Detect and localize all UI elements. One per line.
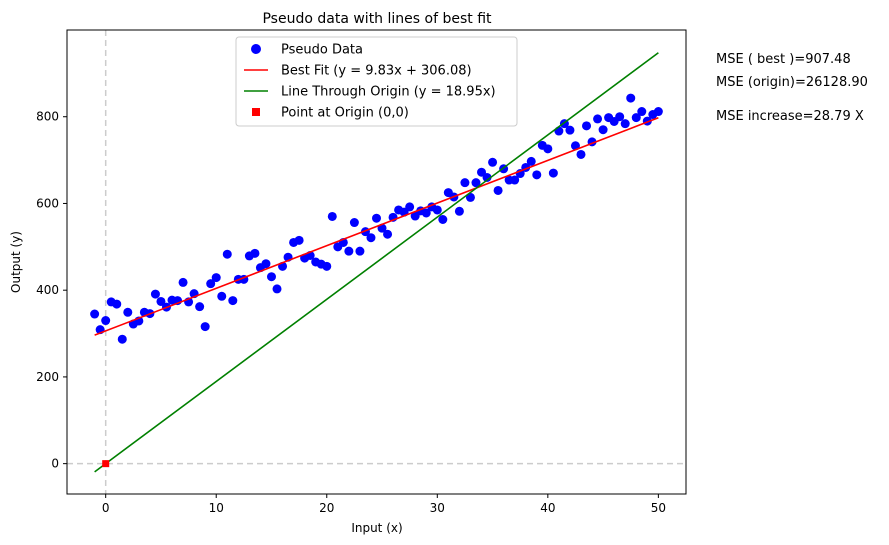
legend-marker-square [252, 108, 260, 116]
mse-increase-label: MSE increase=28.79 X [716, 109, 864, 124]
plot-area [67, 30, 686, 494]
best-fit-line [94, 117, 659, 336]
data-point [471, 178, 481, 188]
data-point [421, 208, 431, 218]
plot-frame [66, 29, 687, 495]
data-point [482, 172, 492, 182]
data-point [598, 125, 608, 135]
legend-frame [235, 36, 518, 127]
x-tick-label: 0 [102, 501, 110, 515]
axis-ticks: 0 10 20 30 40 50 0 200 400 600 800 [36, 110, 666, 515]
data-point [543, 144, 553, 154]
x-tick-label: 20 [319, 501, 334, 515]
data-point [637, 107, 647, 117]
data-point [266, 272, 276, 282]
data-point [211, 273, 221, 283]
mse-best-label: MSE ( best )=907.48 [716, 52, 851, 67]
data-point [228, 296, 238, 306]
data-point [554, 126, 564, 136]
data-point [576, 149, 586, 159]
data-point [626, 93, 636, 103]
legend: Pseudo Data Best Fit (y = 9.83x + 306.08)… [235, 36, 518, 127]
x-axis-label: Input (x) [351, 521, 402, 535]
data-point [653, 107, 663, 117]
x-tick-label: 30 [430, 501, 445, 515]
data-point [383, 229, 393, 239]
y-tick-label: 400 [36, 283, 59, 297]
data-point [582, 121, 592, 131]
y-tick-label: 600 [36, 196, 59, 210]
data-point [272, 284, 282, 294]
data-point [510, 175, 520, 185]
y-tick-label: 0 [51, 457, 59, 471]
data-point [200, 322, 210, 332]
data-point [195, 302, 205, 312]
data-point [123, 307, 133, 317]
origin-marker [102, 460, 110, 468]
data-point [454, 206, 464, 216]
data-point [366, 233, 376, 243]
data-point [565, 125, 575, 135]
origin-fit-line [94, 52, 659, 473]
data-point [372, 213, 381, 223]
data-point [526, 156, 536, 166]
data-point [112, 299, 122, 309]
data-point [593, 114, 603, 124]
legend-label: Line Through Origin (y = 18.95x) [281, 85, 496, 100]
y-tick-label: 800 [36, 110, 59, 124]
data-point [460, 178, 470, 188]
mse-origin-label: MSE (origin)=26128.90 [716, 75, 868, 90]
chart-title: Pseudo data with lines of best fit [262, 11, 492, 27]
data-point [438, 215, 448, 225]
data-point [327, 211, 337, 221]
data-point [548, 168, 558, 178]
data-point [615, 112, 625, 122]
data-point [620, 119, 630, 129]
data-point [101, 316, 111, 326]
data-point [250, 248, 260, 258]
data-point [355, 246, 365, 256]
data-point [465, 192, 475, 202]
x-tick-label: 50 [651, 501, 666, 515]
y-axis-label: Output (y) [9, 231, 23, 293]
data-point [222, 249, 232, 259]
x-tick-label: 10 [209, 501, 224, 515]
data-point [322, 261, 332, 271]
legend-label: Best Fit (y = 9.83x + 306.08) [281, 64, 472, 79]
y-tick-label: 200 [36, 370, 59, 384]
data-point [631, 113, 641, 123]
data-point [217, 291, 227, 301]
data-point [90, 309, 100, 319]
data-point [532, 170, 542, 180]
data-point [261, 259, 271, 269]
data-point [349, 218, 359, 228]
data-point [294, 235, 304, 245]
data-point [405, 202, 415, 212]
legend-label: Pseudo Data [281, 43, 363, 58]
data-point [117, 334, 127, 344]
data-point [488, 157, 498, 167]
legend-label: Point at Origin (0,0) [281, 106, 409, 121]
x-tick-label: 40 [540, 501, 555, 515]
data-point [156, 296, 166, 306]
data-point [178, 277, 188, 287]
data-point [150, 289, 160, 299]
data-point [493, 185, 503, 195]
legend-marker-scatter [251, 44, 261, 54]
data-point [432, 205, 442, 215]
data-point [206, 279, 216, 289]
data-point [344, 246, 354, 256]
